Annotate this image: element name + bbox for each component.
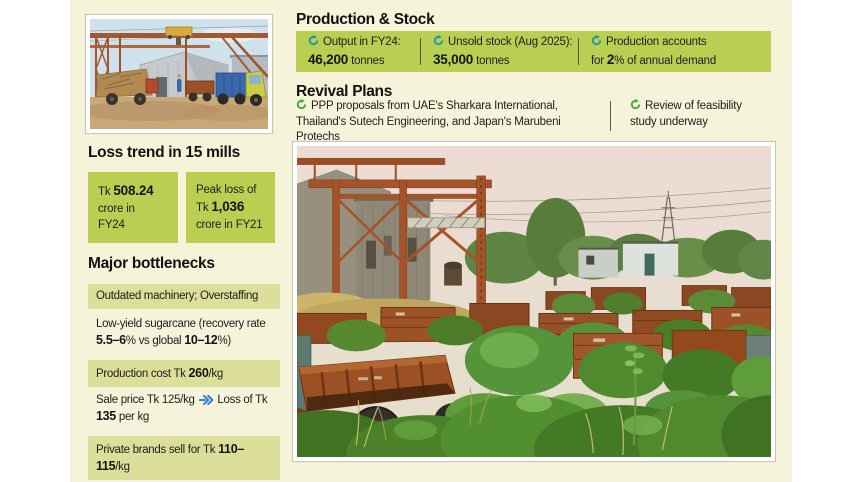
- revival-review-text: Review of feasibility study underway: [630, 100, 742, 129]
- bold-text: 5.5–6: [96, 333, 126, 348]
- stat-post: % of annual demand: [614, 54, 717, 67]
- revival-divider: [610, 101, 611, 131]
- bottleneck-row-sale-price: Sale price Tk 125/kg Loss of Tk 135 per …: [88, 393, 280, 425]
- text: per kg: [115, 411, 150, 424]
- wagons-photo: [292, 141, 776, 462]
- revival-review-item: Review of feasibility study underway: [630, 99, 760, 146]
- stat-label: Unsold stock (Aug 2025):: [448, 35, 573, 48]
- text: Private brands sell for Tk: [96, 444, 219, 456]
- loss-trend-title: Loss trend in 15 mills: [88, 144, 240, 161]
- loss-line2: crore in: [98, 202, 135, 215]
- cycle-arrow-icon: [308, 34, 319, 51]
- production-stock-title: Production & Stock: [296, 11, 435, 28]
- text: /kg: [208, 368, 224, 380]
- bottleneck-row-production-cost: Production cost Tk 260/kg: [88, 360, 280, 388]
- bottlenecks-title: Major bottlenecks: [88, 255, 215, 272]
- text: /kg: [115, 461, 130, 474]
- loss-line1: Peak loss of: [196, 184, 257, 196]
- stat-output-fy24: Output in FY24: 46,200 tonnes: [296, 34, 420, 69]
- mill-photo: [85, 14, 273, 134]
- stat-value: 35,000: [433, 51, 474, 67]
- text: %): [217, 335, 231, 348]
- cycle-arrow-icon: [433, 34, 444, 51]
- stat-value: 2: [606, 51, 615, 67]
- text: Sale price Tk 125/kg: [96, 394, 198, 406]
- bold-text: 110–115: [96, 442, 244, 474]
- stat-unsold-stock: Unsold stock (Aug 2025): 35,000 tonnes: [421, 34, 578, 69]
- revival-ppp-item: PPP proposals from UAE's Sharkara Intern…: [296, 99, 602, 146]
- bold-text: 260: [188, 366, 209, 380]
- stat-value: 46,200: [308, 51, 349, 67]
- revival-plans-title: Revival Plans: [296, 83, 393, 100]
- loss-box-fy21: Peak loss of Tk 1,036 crore in FY21: [186, 172, 275, 243]
- bold-text: 10–12: [184, 333, 218, 348]
- loss-line3: crore in FY21: [196, 218, 263, 231]
- loss-box-fy24: Tk 508.24 crore in FY24: [88, 172, 178, 243]
- loss-value: 508.24: [113, 183, 154, 198]
- revival-ppp-text: PPP proposals from UAE's Sharkara Intern…: [296, 100, 561, 144]
- bottleneck-row-private-brands: Private brands sell for Tk 110–115/kg: [88, 436, 280, 481]
- loss-value: 1,036: [211, 199, 245, 215]
- sugar-mill-photo-illustration: [90, 19, 268, 129]
- stat-annual-demand: Production accounts for 2% of annual dem…: [579, 34, 771, 69]
- text: Low-yield sugarcane (recovery rate: [96, 318, 266, 330]
- abandoned-wagons-photo-illustration: [297, 146, 771, 457]
- stat-unit: tonnes: [473, 54, 510, 67]
- cycle-arrow-icon: [591, 34, 602, 51]
- production-stock-bar: Output in FY24: 46,200 tonnes Unsold sto…: [296, 31, 771, 72]
- text: Outdated machinery; Overstaffing: [96, 290, 259, 302]
- text: Production cost Tk: [96, 368, 189, 380]
- text: Loss of Tk: [214, 394, 268, 406]
- cycle-arrow-icon: [630, 99, 641, 115]
- stat-divider: [578, 38, 579, 65]
- stat-line1: Production accounts: [606, 35, 707, 48]
- bottleneck-row-machinery: Outdated machinery; Overstaffing: [88, 284, 280, 310]
- loss-pre: Tk: [98, 186, 114, 198]
- bottleneck-row-low-yield: Low-yield sugarcane (recovery rate 5.5–6…: [88, 317, 280, 349]
- blue-arrow-icon: [198, 394, 215, 406]
- stat-unit: tonnes: [348, 54, 385, 67]
- text: % vs global: [125, 335, 185, 348]
- stat-label: Output in FY24:: [323, 35, 401, 48]
- cycle-arrow-icon: [296, 99, 307, 115]
- bold-text: 135: [96, 409, 116, 424]
- stat-pre: for: [591, 54, 607, 67]
- loss-line3: FY24: [98, 218, 125, 231]
- revival-plans-row: PPP proposals from UAE's Sharkara Intern…: [296, 99, 774, 146]
- loss-pre: Tk: [196, 202, 212, 215]
- stat-divider: [420, 38, 421, 65]
